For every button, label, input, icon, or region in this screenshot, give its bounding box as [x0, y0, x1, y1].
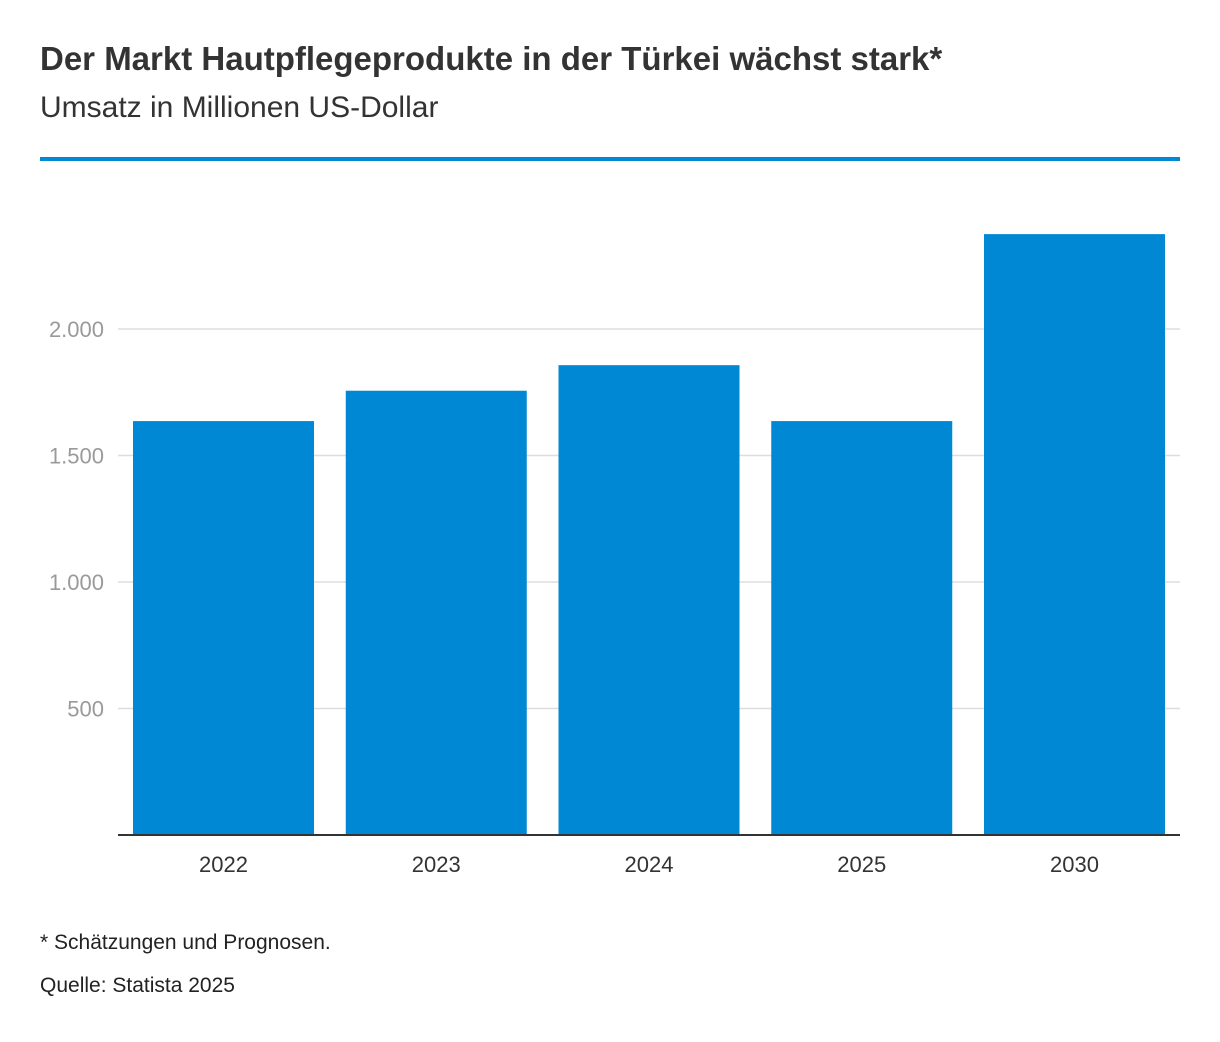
y-tick-label: 1.000 [49, 570, 104, 595]
x-tick-label: 2023 [412, 852, 461, 877]
chart-subtitle: Umsatz in Millionen US-Dollar [40, 91, 439, 124]
bar-2022 [133, 421, 314, 835]
title-divider [40, 157, 1180, 161]
bar-2024 [558, 365, 740, 835]
x-tick-label: 2022 [199, 852, 248, 877]
x-axis-tick-labels: 2022 2023 2024 2025 2030 [199, 852, 1099, 877]
bar-2025 [771, 421, 953, 835]
chart-title: Der Markt Hautpflegeprodukte in der Türk… [40, 40, 943, 77]
source-note: Quelle: Statista 2025 [40, 974, 235, 997]
x-tick-label: 2024 [625, 852, 674, 877]
x-tick-label: 2030 [1050, 852, 1099, 877]
footnote: * Schätzungen und Prognosen. [40, 931, 331, 954]
y-tick-label: 500 [67, 697, 104, 722]
y-axis-tick-labels: 500 1.000 1.500 2.000 [49, 317, 104, 722]
bar-2023 [345, 390, 527, 835]
y-tick-label: 2.000 [49, 317, 104, 342]
bar-2030 [984, 234, 1165, 835]
x-tick-label: 2025 [837, 852, 886, 877]
y-tick-label: 1.500 [49, 444, 104, 469]
bars [133, 234, 1165, 835]
